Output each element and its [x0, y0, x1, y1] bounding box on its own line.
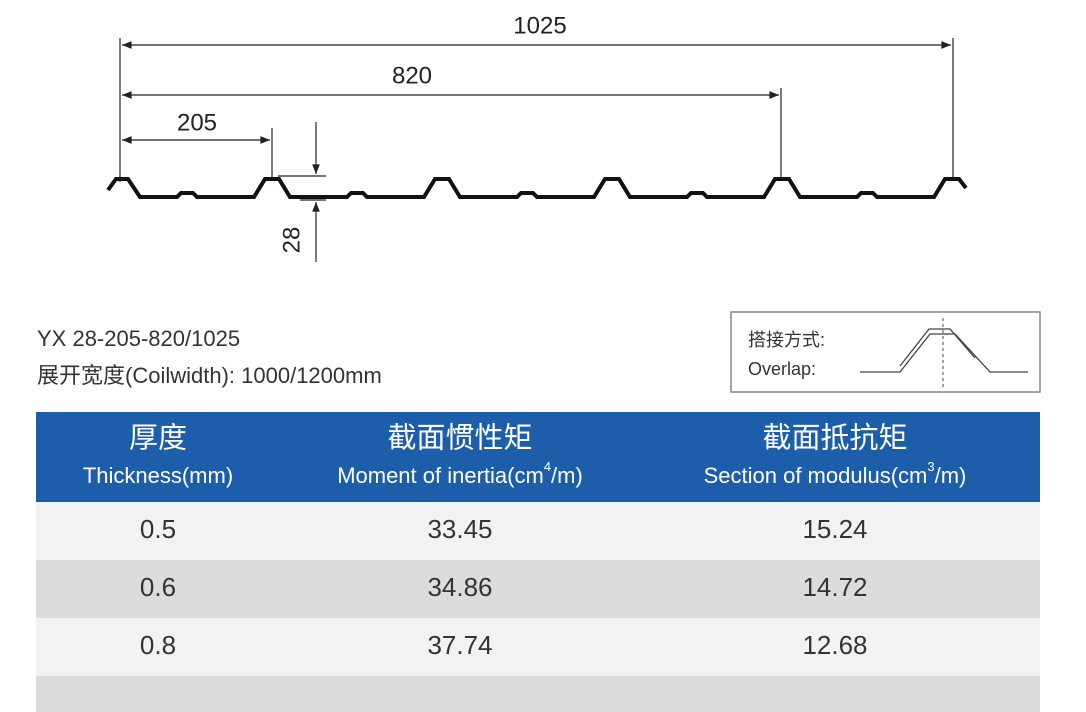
table-row: [36, 618, 1040, 676]
table-cell: 12.68: [802, 630, 867, 660]
table-cell: 37.74: [427, 630, 492, 660]
overlap-box: 搭接方式: Overlap:: [730, 311, 1041, 393]
header-cn: 截面抵抗矩: [762, 422, 907, 455]
profile-diagram: 1025 820 205 28: [106, 12, 968, 262]
header-en: Thickness(mm): [83, 463, 233, 488]
dimension-label: 205: [177, 109, 217, 136]
header-cn: 截面惯性矩: [387, 422, 532, 455]
table-cell: 0.8: [140, 630, 176, 660]
table-cell: 33.45: [427, 514, 492, 544]
table-cell: 0.5: [140, 514, 176, 544]
table-row: [36, 502, 1040, 560]
model-name: YX 28-205-820/1025: [37, 326, 240, 351]
table-cell: 34.86: [427, 572, 492, 602]
table-row: [36, 560, 1040, 618]
superscript: 4: [544, 459, 551, 474]
header-en-text: Moment of inertia(cm: [337, 463, 544, 488]
profile-outline: [106, 177, 968, 199]
coil-width: 展开宽度(Coilwidth): 1000/1200mm: [37, 363, 382, 388]
dimension-label: 28: [278, 227, 305, 254]
spec-table: 厚度 Thickness(mm) 截面惯性矩 Moment of inertia…: [36, 412, 1040, 712]
header-en: Section of modulus(cm3/m): [704, 459, 967, 487]
table-header: [36, 412, 1040, 502]
header-en-text: /m): [935, 463, 967, 488]
dimension-label: 820: [392, 62, 432, 89]
table-row: [36, 676, 1040, 712]
overlap-label: Overlap:: [748, 359, 816, 379]
overlap-label: 搭接方式:: [748, 330, 825, 350]
dimension-label: 1025: [513, 12, 566, 39]
table-cell: 14.72: [802, 572, 867, 602]
header-cn: 厚度: [129, 422, 187, 455]
superscript: 3: [927, 459, 934, 474]
header-en-text: /m): [551, 463, 583, 488]
header-en: Moment of inertia(cm4/m): [337, 459, 583, 487]
table-cell: 0.6: [140, 572, 176, 602]
table-cell: 15.24: [802, 514, 867, 544]
header-en-text: Section of modulus(cm: [704, 463, 928, 488]
